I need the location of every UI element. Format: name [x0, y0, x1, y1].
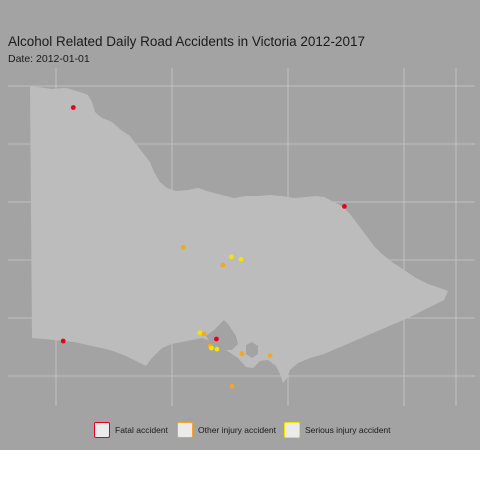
- accident-point-other-injury: [201, 331, 207, 337]
- accident-points: [60, 105, 347, 389]
- accident-point-serious-injury: [229, 254, 234, 260]
- legend-label-serious-injury: Serious injury accident: [305, 425, 391, 435]
- accident-point-fatal: [214, 336, 219, 342]
- plot-panel: Alcohol Related Daily Road Accidents in …: [0, 0, 480, 450]
- accident-point-fatal: [70, 105, 76, 110]
- accident-point-other-injury: [239, 351, 245, 357]
- accident-point-serious-injury: [197, 330, 203, 336]
- accident-point-other-injury: [267, 353, 273, 358]
- date-subtitle: Date: 2012-01-01: [8, 53, 90, 65]
- legend-key-serious-injury: [284, 422, 300, 438]
- legend: Fatal accident Other injury accident Ser…: [0, 420, 480, 440]
- accident-point-other-injury: [220, 262, 226, 268]
- accident-point-fatal: [342, 204, 347, 209]
- legend-item-other-injury: Other injury accident: [177, 420, 276, 440]
- map-canvas: [8, 68, 475, 406]
- accident-point-fatal: [60, 338, 66, 344]
- legend-label-other-injury: Other injury accident: [198, 425, 276, 435]
- legend-key-other-injury: [177, 422, 193, 438]
- legend-label-fatal: Fatal accident: [115, 425, 168, 435]
- port-phillip-bay: [206, 320, 238, 350]
- map-title: Alcohol Related Daily Road Accidents in …: [8, 34, 365, 49]
- western-port-bay: [246, 342, 258, 358]
- accident-point-serious-injury: [214, 346, 220, 352]
- accident-point-other-injury: [229, 383, 235, 389]
- legend-key-fatal: [94, 422, 110, 438]
- victoria-landmass: [30, 86, 448, 383]
- accident-point-serious-injury: [209, 345, 214, 351]
- legend-item-serious-injury: Serious injury accident: [284, 420, 391, 440]
- legend-item-fatal: Fatal accident: [94, 420, 168, 440]
- accident-point-other-injury: [180, 244, 186, 250]
- accident-point-serious-injury: [238, 256, 244, 262]
